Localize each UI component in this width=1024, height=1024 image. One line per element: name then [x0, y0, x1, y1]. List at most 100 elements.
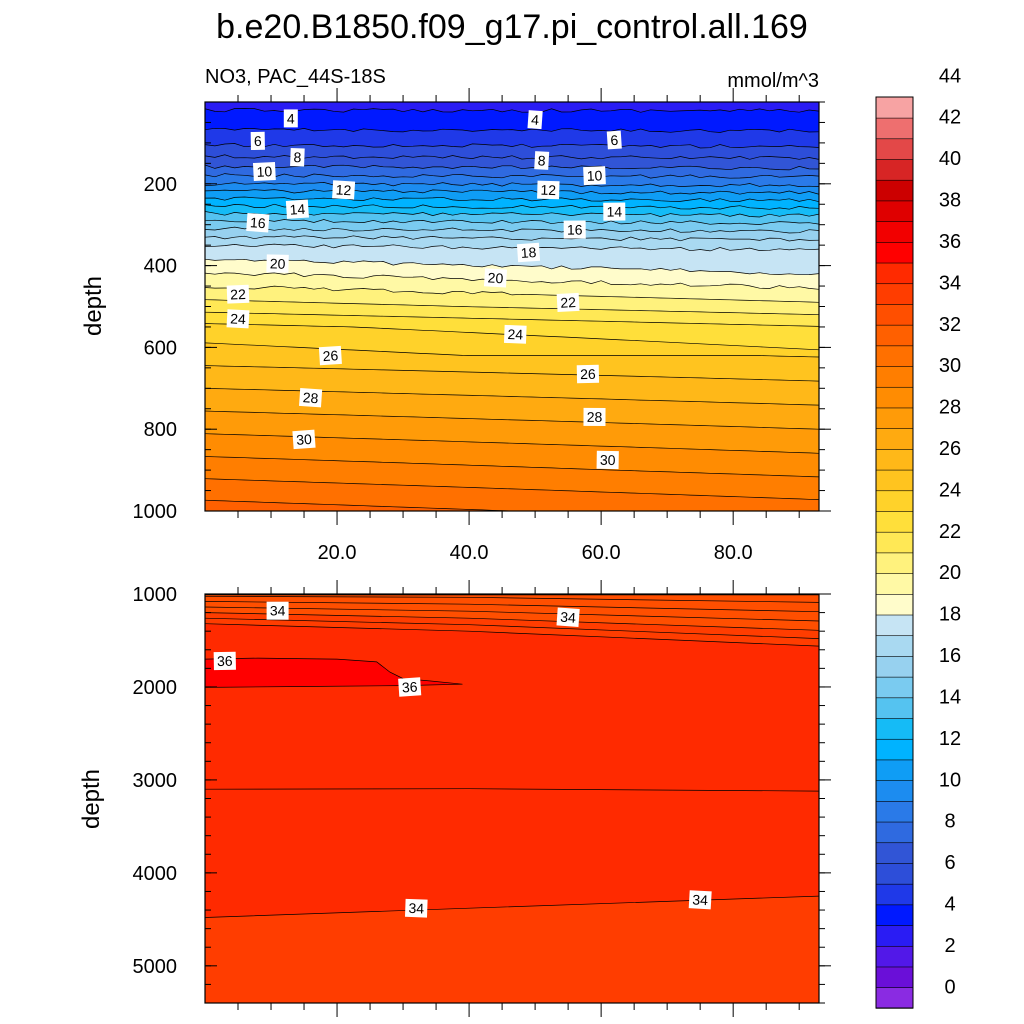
colorbar-swatch [875, 138, 914, 160]
colorbar-tick-label: 8 [944, 811, 955, 833]
upper-contour-line [205, 272, 819, 290]
colorbar-tick-label: 44 [939, 65, 961, 87]
colorbar-swatch [875, 241, 914, 264]
y-tick-label: 3000 [133, 770, 178, 792]
upper-contour-line [205, 410, 819, 430]
contour-label-text: 30 [600, 452, 616, 468]
contour-label: 28 [583, 407, 606, 426]
contour-label-text: 10 [256, 163, 273, 180]
upper-contour-line [205, 258, 819, 276]
contour-label-box [404, 898, 428, 918]
contour-label-box [250, 131, 265, 151]
contour-label-text: 24 [507, 326, 523, 343]
colorbar-swatch [875, 531, 914, 554]
contour-label-text: 6 [254, 133, 262, 149]
colorbar-swatch [875, 924, 914, 947]
upper-contour-line [205, 143, 819, 149]
upper-contour-line [205, 182, 819, 188]
contour-label-box [688, 890, 712, 910]
contour-label-box [503, 324, 527, 344]
contour-label-text: 28 [587, 409, 603, 425]
y-tick-label: 600 [144, 337, 177, 359]
contour-label-box [603, 202, 626, 221]
contour-label-box [299, 387, 323, 408]
contour-label-box [213, 651, 236, 671]
colorbar-tick-label: 36 [939, 231, 961, 253]
upper-contour-line [205, 365, 819, 382]
lower-ylabel: depth [78, 769, 105, 829]
y-tick-label: 1000 [133, 584, 178, 606]
contour-label-box [246, 212, 270, 233]
lower-contour-line [205, 623, 819, 647]
contour-label-text: 20 [487, 269, 504, 286]
colorbar-swatch [875, 904, 914, 926]
upper-contour-line [205, 189, 819, 195]
colorbar-tick-label: 20 [939, 562, 961, 584]
y-tick-label: 5000 [133, 956, 178, 978]
colorbar-swatch [875, 490, 914, 512]
colorbar-swatch [875, 324, 914, 347]
colorbar-swatch [875, 966, 914, 988]
colorbar-swatch [875, 407, 914, 429]
colorbar-swatch [875, 635, 914, 657]
contour-label: 24 [226, 309, 250, 329]
lower-contour-line [205, 617, 819, 639]
contour-label-text: 12 [540, 182, 556, 198]
contour-label: 22 [226, 284, 250, 304]
colorbar-swatch [875, 303, 914, 326]
colorbar-swatch [875, 862, 914, 885]
contour-label-text: 36 [401, 679, 418, 696]
upper-contour-line [205, 299, 819, 316]
colorbar-swatch [875, 283, 914, 305]
y-tick-label: 2000 [133, 677, 178, 699]
colorbar-swatch [875, 179, 914, 202]
contour-label: 16 [246, 212, 270, 233]
upper-contour-line [205, 235, 819, 242]
upper-contour-line [205, 499, 514, 511]
contour-label-box [583, 166, 606, 186]
contour-label-box [266, 254, 289, 273]
upper-contour-line [205, 127, 819, 133]
upper-contour-line [205, 285, 819, 303]
upper-contour-line [205, 456, 819, 478]
contour-label-text: 18 [520, 244, 537, 261]
upper-contour-line [205, 342, 819, 358]
contour-label: 14 [285, 199, 309, 219]
colorbar-tick-label: 22 [939, 521, 961, 543]
contour-label: 36 [213, 651, 236, 671]
contour-label-text: 16 [249, 214, 266, 231]
upper-contour-line [205, 226, 819, 234]
contour-label: 4 [527, 110, 543, 130]
upper-band-fill [205, 478, 819, 511]
contour-label-text: 24 [230, 310, 247, 327]
chart-title: b.e20.B1850.f09_g17.pi_control.all.169 [216, 8, 808, 46]
lower-contour-lines [205, 594, 819, 918]
colorbar-tick-label: 6 [944, 852, 955, 874]
contour-label-box [556, 607, 580, 627]
colorbar-swatch [875, 883, 914, 906]
colorbar-swatch [875, 158, 914, 181]
contour-label: 34 [556, 607, 580, 627]
contour-label: 22 [556, 292, 580, 312]
upper-contour-line [205, 219, 819, 225]
contour-label-text: 20 [270, 255, 286, 271]
lower-contour-line [205, 595, 819, 603]
colorbar-swatch [875, 614, 914, 637]
contour-label-box [576, 364, 600, 384]
upper-contour-line [205, 154, 819, 160]
colorbar-swatch [875, 717, 914, 740]
colorbar-swatch [875, 117, 914, 140]
contour-label: 28 [299, 387, 323, 408]
colorbar-tick-label: 26 [939, 438, 961, 460]
colorbar-swatch [875, 697, 914, 719]
lower-contour-labels: 34 34 36 36 34 34 [213, 601, 712, 918]
lower-panel: 34 34 36 36 34 34 1000 2000 3000 4000 5000 depth [78, 580, 831, 1017]
contour-label: 8 [534, 151, 550, 170]
contour-label-box [226, 284, 250, 304]
contour-label: 10 [252, 161, 276, 182]
colorbar-swatch [875, 945, 914, 968]
lower-fill-bands [205, 594, 819, 1003]
contour-label-text: 34 [560, 609, 577, 626]
colorbar-tick-label: 10 [939, 769, 961, 791]
colorbar-swatch [875, 365, 914, 388]
